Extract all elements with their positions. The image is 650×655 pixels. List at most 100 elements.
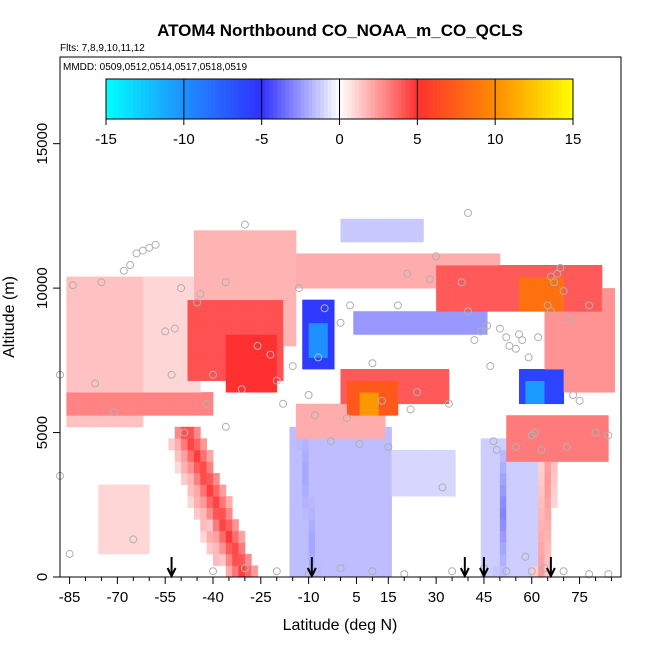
heatmap-cell (257, 322, 265, 335)
heatmap-cell (315, 461, 322, 474)
heatmap-cell (346, 473, 354, 485)
heatmap-cell (232, 357, 239, 370)
heatmap-cell (289, 530, 297, 543)
heatmap-cell (130, 276, 137, 289)
heatmap-cell (79, 345, 86, 358)
heatmap-cell (123, 392, 131, 405)
heatmap-cell (162, 334, 169, 347)
heatmap-cell (442, 484, 450, 497)
heatmap-cell (589, 438, 596, 451)
heatmap-cell (372, 473, 380, 485)
heatmap-cell (327, 426, 335, 439)
heatmap-cell (334, 496, 341, 509)
heatmap-cell (391, 253, 399, 266)
heatmap-cell (429, 253, 437, 266)
heatmap-cell (544, 265, 552, 277)
heatmap-cell (136, 357, 144, 370)
heatmap-cell (187, 322, 195, 335)
heatmap-cell (142, 496, 150, 509)
sample-point (253, 341, 262, 350)
heatmap-cell (353, 415, 361, 428)
heatmap-cell (251, 253, 259, 266)
sample-point (464, 209, 472, 217)
heatmap-cell (219, 345, 227, 358)
colorbar-segment (378, 79, 383, 119)
colorbar-segment (502, 79, 508, 119)
colorbar-segment (530, 79, 535, 119)
heatmap-cell (200, 253, 208, 266)
heatmap-cell (321, 553, 329, 566)
heatmap-cell (327, 496, 335, 509)
heatmap-cell (359, 484, 367, 497)
heatmap-cell (91, 311, 99, 324)
heatmap-cell (187, 438, 195, 451)
heatmap-cell (544, 530, 552, 543)
heatmap-cell (257, 299, 265, 312)
heatmap-cell (79, 311, 86, 324)
heatmap-cell (512, 288, 520, 301)
heatmap-cell (576, 265, 584, 277)
heatmap-cell (531, 276, 539, 289)
heatmap-cell (417, 311, 424, 324)
sample-point (406, 405, 415, 414)
heatmap-cell (187, 299, 195, 312)
heatmap-cell (525, 380, 533, 393)
heatmap-cell (327, 473, 335, 485)
heatmap-cell (480, 288, 488, 301)
heatmap-cell (327, 415, 335, 428)
heatmap-cell (295, 496, 303, 509)
heatmap-cell (519, 369, 526, 381)
heatmap-cell (85, 334, 93, 347)
heatmap-cell (557, 380, 565, 393)
heatmap-cell (582, 322, 590, 335)
heatmap-cell (85, 369, 93, 381)
heatmap-cell (168, 403, 176, 416)
heatmap-cell (213, 484, 220, 497)
heatmap-cell (302, 334, 310, 347)
heatmap-cell (187, 334, 195, 347)
heatmap-cell (582, 380, 590, 393)
heatmap-cell (366, 230, 373, 243)
heatmap-cell (601, 288, 609, 301)
heatmap-cell (130, 299, 137, 312)
sample-point (393, 301, 402, 310)
heatmap-cell (550, 496, 558, 509)
heatmap-cell (346, 218, 354, 231)
heatmap-cell (200, 438, 208, 451)
heatmap-cell (232, 311, 239, 324)
heatmap-cell (525, 542, 533, 555)
heatmap-cell (423, 369, 431, 381)
heatmap-cell (385, 461, 392, 474)
heatmap-cell (442, 392, 450, 405)
heatmap-cell (238, 311, 246, 324)
heatmap-cell (193, 241, 201, 254)
colorbar-segment (537, 79, 543, 119)
heatmap-cell (193, 311, 201, 324)
heatmap-cell (123, 530, 131, 543)
heatmap-cell (136, 288, 144, 301)
heatmap-cell (378, 426, 386, 439)
heatmap-cell (91, 334, 99, 347)
heatmap-cell (519, 380, 526, 393)
heatmap-cell (417, 449, 424, 462)
heatmap-cell (155, 299, 163, 312)
heatmap-cell (429, 380, 437, 393)
heatmap-cell (442, 473, 450, 485)
colorbar-segment (362, 79, 368, 119)
heatmap-cell (213, 496, 220, 509)
heatmap-cell (557, 426, 565, 439)
heatmap-cell (366, 253, 373, 266)
heatmap-cell (480, 473, 488, 485)
heatmap-cell (544, 553, 552, 566)
heatmap-cell (385, 380, 392, 393)
heatmap-cell (117, 311, 125, 324)
heatmap-cell (315, 345, 322, 358)
heatmap-cell (372, 322, 380, 335)
heatmap-cell (327, 345, 335, 358)
heatmap-cell (295, 484, 303, 497)
heatmap-cell (200, 369, 208, 381)
colorbar-segment (168, 79, 173, 119)
heatmap-cell (155, 392, 163, 405)
heatmap-cell (397, 369, 405, 381)
heatmap-cell (385, 496, 392, 509)
